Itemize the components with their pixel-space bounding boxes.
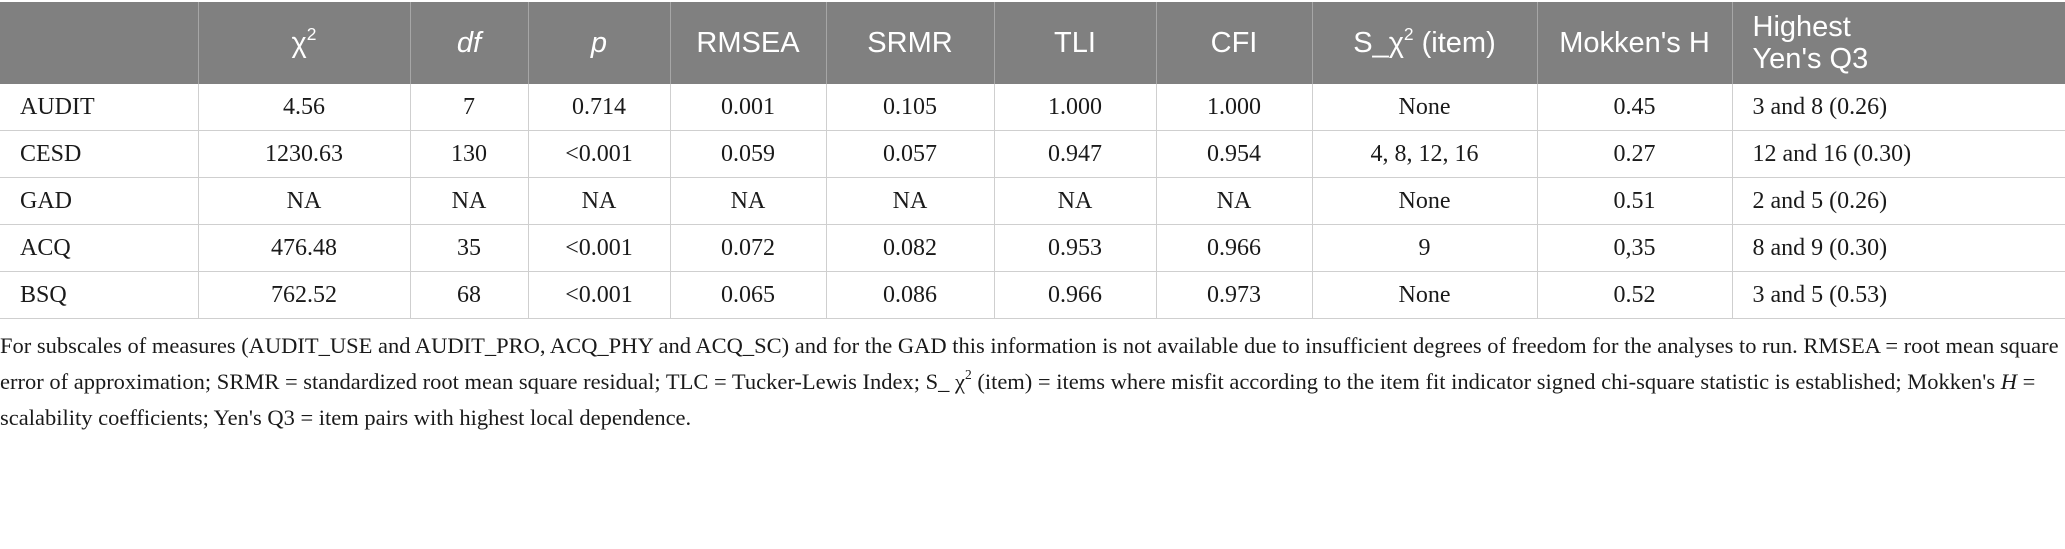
fit-statistics-table: χ2 df p RMSEA SRMR TLI CFI S_χ2 (item) M… (0, 2, 2065, 319)
cell-rmsea: 0.001 (670, 84, 827, 131)
cell-s-chi-item: None (1312, 271, 1538, 319)
cell-measure: GAD (0, 177, 199, 225)
cell-cfi: 0.973 (1156, 271, 1313, 319)
header-rmsea: RMSEA (670, 2, 827, 84)
header-mokken-h: Mokken's H (1537, 2, 1733, 84)
cell-tli: 0.953 (994, 224, 1157, 272)
header-df: df (410, 2, 529, 84)
cell-yen-q3: 3 and 5 (0.53) (1732, 271, 2065, 319)
cell-measure: CESD (0, 130, 199, 178)
header-measure (0, 2, 199, 84)
cell-chi-square: 1230.63 (198, 130, 411, 178)
cell-yen-q3: 2 and 5 (0.26) (1732, 177, 2065, 225)
cell-srmr: 0.082 (826, 224, 995, 272)
cell-p: <0.001 (528, 130, 671, 178)
cell-mokken-h: 0.52 (1537, 271, 1733, 319)
cell-srmr: 0.057 (826, 130, 995, 178)
header-chi-square: χ2 (198, 2, 411, 84)
cell-measure: ACQ (0, 224, 199, 272)
cell-df: 68 (410, 271, 529, 319)
cell-srmr: 0.105 (826, 84, 995, 131)
cell-cfi: 0.954 (1156, 130, 1313, 178)
cell-chi-square: 476.48 (198, 224, 411, 272)
cell-df: 7 (410, 84, 529, 131)
cell-mokken-h: 0.45 (1537, 84, 1733, 131)
table-footnote: For subscales of measures (AUDIT_USE and… (0, 333, 2059, 430)
cell-chi-square: 762.52 (198, 271, 411, 319)
header-row: χ2 df p RMSEA SRMR TLI CFI S_χ2 (item) M… (0, 2, 2065, 84)
cell-yen-q3: 3 and 8 (0.26) (1732, 84, 2065, 131)
cell-srmr: NA (826, 177, 995, 225)
cell-mokken-h: 0.51 (1537, 177, 1733, 225)
table-row: BSQ 762.52 68 <0.001 0.065 0.086 0.966 0.973 Non… (0, 271, 2065, 319)
cell-rmsea: NA (670, 177, 827, 225)
cell-s-chi-item: None (1312, 84, 1538, 131)
cell-tli: 1.000 (994, 84, 1157, 131)
header-tli: TLI (994, 2, 1157, 84)
cell-df: 35 (410, 224, 529, 272)
header-yen-q3: Highest Yen's Q3 (1732, 2, 2065, 84)
cell-mokken-h: 0.27 (1537, 130, 1733, 178)
table-row: GAD NA NA NA NA NA NA NA None 0.51 2 and 5 (0.26) (0, 177, 2065, 225)
cell-tli: 0.947 (994, 130, 1157, 178)
header-p: p (528, 2, 671, 84)
cell-chi-square: NA (198, 177, 411, 225)
cell-rmsea: 0.059 (670, 130, 827, 178)
cell-df: 130 (410, 130, 529, 178)
cell-p: <0.001 (528, 224, 671, 272)
table-row: ACQ 476.48 35 <0.001 0.072 0.082 0.953 0.966 9 0,… (0, 224, 2065, 272)
table-body: AUDIT 4.56 7 0.714 0.001 0.105 1.000 1.000 None 0… (0, 84, 2065, 319)
cell-tli: 0.966 (994, 271, 1157, 319)
cell-p: <0.001 (528, 271, 671, 319)
table-row: AUDIT 4.56 7 0.714 0.001 0.105 1.000 1.000 None 0… (0, 84, 2065, 131)
cell-cfi: NA (1156, 177, 1313, 225)
cell-p: 0.714 (528, 84, 671, 131)
table-row: CESD 1230.63 130 <0.001 0.059 0.057 0.947 0.954… (0, 130, 2065, 178)
cell-rmsea: 0.072 (670, 224, 827, 272)
cell-yen-q3: 8 and 9 (0.30) (1732, 224, 2065, 272)
cell-s-chi-item: 4, 8, 12, 16 (1312, 130, 1538, 178)
cell-p: NA (528, 177, 671, 225)
table-header: χ2 df p RMSEA SRMR TLI CFI S_χ2 (item) M… (0, 2, 2065, 84)
cell-df: NA (410, 177, 529, 225)
cell-cfi: 1.000 (1156, 84, 1313, 131)
cell-mokken-h: 0,35 (1537, 224, 1733, 272)
cell-measure: BSQ (0, 271, 199, 319)
header-s-chi-item: S_χ2 (item) (1312, 2, 1538, 84)
cell-srmr: 0.086 (826, 271, 995, 319)
cell-cfi: 0.966 (1156, 224, 1313, 272)
header-cfi: CFI (1156, 2, 1313, 84)
cell-chi-square: 4.56 (198, 84, 411, 131)
cell-s-chi-item: 9 (1312, 224, 1538, 272)
cell-s-chi-item: None (1312, 177, 1538, 225)
cell-yen-q3: 12 and 16 (0.30) (1732, 130, 2065, 178)
cell-rmsea: 0.065 (670, 271, 827, 319)
cell-tli: NA (994, 177, 1157, 225)
cell-measure: AUDIT (0, 84, 199, 131)
header-srmr: SRMR (826, 2, 995, 84)
